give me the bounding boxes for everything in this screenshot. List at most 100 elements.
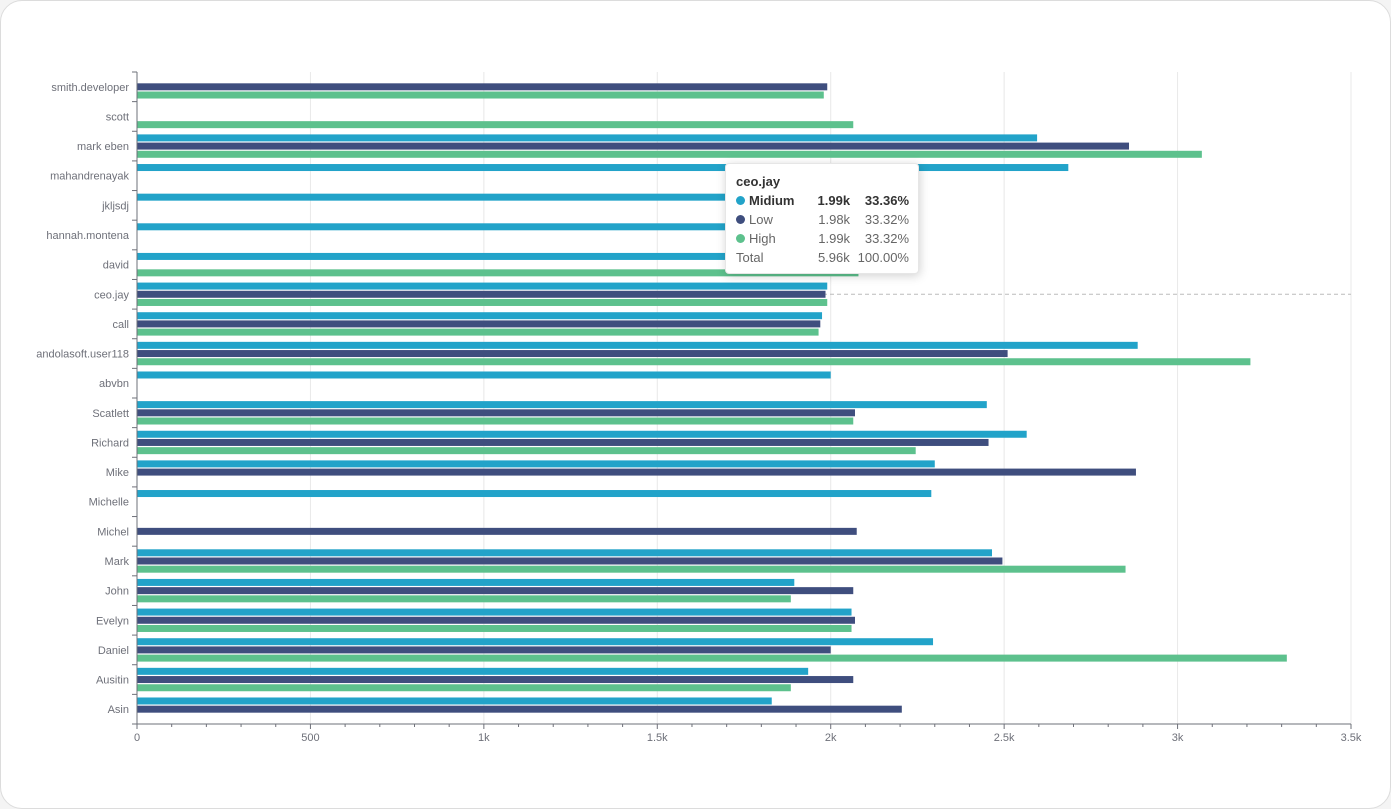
bar-midium [137, 460, 935, 468]
y-category-label: Michel [97, 526, 129, 538]
y-category-label: John [105, 586, 129, 598]
y-category-label: scott [106, 111, 129, 123]
bar-low [137, 142, 1130, 150]
bar-high [137, 654, 1287, 662]
bar-midium [137, 697, 772, 705]
bar-low [137, 646, 831, 654]
tooltip-row-high: High 1.99k 33.32% [736, 229, 909, 248]
bar-midium [137, 223, 828, 231]
y-category-label: Daniel [98, 645, 129, 657]
tooltip-total-percent: 100.00% [857, 250, 909, 265]
low-dot-icon [736, 215, 745, 224]
tooltip-series-name: High [749, 231, 776, 246]
tooltip-percent: 33.32% [864, 212, 910, 227]
bar-low [137, 705, 902, 713]
bar-low [137, 468, 1136, 476]
bar-high [137, 684, 791, 692]
bar-midium [137, 134, 1038, 142]
bar-high [137, 91, 824, 99]
bar-midium [137, 430, 1027, 438]
bar-high [137, 269, 859, 277]
bar-midium [137, 371, 831, 379]
bar-high [137, 595, 791, 603]
midium-dot-icon [736, 196, 745, 205]
bar-high [137, 417, 854, 425]
tooltip-percent: 33.32% [864, 231, 910, 246]
bar-low [137, 83, 828, 91]
bar-midium [137, 341, 1138, 349]
y-category-label: Mark [105, 556, 130, 568]
bar-high [137, 565, 1126, 573]
y-category-label: abvbn [99, 378, 129, 390]
bar-low [137, 290, 826, 298]
bar-midium [137, 401, 987, 409]
tooltip-series-name: Low [749, 212, 773, 227]
bar-midium [137, 252, 855, 260]
y-category-label: Evelyn [96, 615, 129, 627]
bar-midium [137, 638, 934, 646]
bar-low [137, 616, 855, 624]
bar-low [137, 438, 989, 446]
y-category-label: mark eben [77, 141, 129, 153]
bar-low [137, 350, 1008, 358]
tooltip-series-name: Midium [749, 193, 795, 208]
bar-high [137, 447, 916, 455]
tooltip-total-value: 5.96k [817, 250, 850, 265]
bar-low [137, 557, 1003, 565]
bar-midium [137, 549, 993, 557]
x-tick-label: 500 [301, 732, 319, 744]
bar-low [137, 409, 855, 417]
x-tick-label: 3.5k [1341, 732, 1362, 744]
bar-low [137, 527, 857, 535]
bar-high [137, 121, 854, 129]
x-tick-label: 0 [134, 732, 140, 744]
y-category-label: hannah.montena [46, 230, 129, 242]
high-dot-icon [736, 234, 745, 243]
bar-high [137, 328, 819, 336]
bar-high [137, 298, 828, 306]
y-category-label: Scatlett [92, 408, 129, 420]
y-category-label: smith.developer [51, 82, 129, 94]
y-category-label: david [103, 260, 129, 272]
x-tick-label: 1k [478, 732, 490, 744]
y-category-label: Ausitin [96, 675, 129, 687]
y-category-label: call [112, 319, 129, 331]
bar-midium [137, 164, 1069, 172]
tooltip-value: 1.98k [818, 212, 851, 227]
bar-midium [137, 608, 852, 616]
bar-high [137, 624, 852, 632]
y-category-label: jkljsdj [101, 200, 129, 212]
bar-midium [137, 490, 932, 498]
tooltip-title: ceo.jay [736, 174, 781, 189]
bar-midium [137, 282, 828, 290]
bar-low [137, 676, 854, 684]
tooltip-value: 1.99k [818, 231, 851, 246]
y-category-label: ceo.jay [94, 289, 129, 301]
x-tick-label: 3k [1172, 732, 1184, 744]
tooltip-row-midium: Midium 1.99k 33.36% [736, 191, 909, 210]
bar-high [137, 150, 1202, 158]
tooltip-total-label: Total [736, 250, 764, 265]
tooltip-percent: 33.36% [864, 193, 910, 208]
bar-midium [137, 193, 828, 201]
bar-low [137, 320, 821, 328]
tooltip-value: 1.99k [817, 193, 851, 208]
tooltip-row-total: Total 5.96k 100.00% [736, 248, 909, 267]
bar-midium [137, 578, 795, 586]
y-category-label: Richard [91, 437, 129, 449]
chart-tooltip: ceo.jay Midium 1.99k 33.36% Low 1.98k 33… [725, 163, 919, 274]
x-tick-label: 2.5k [994, 732, 1015, 744]
bar-midium [137, 312, 823, 320]
y-category-label: Asin [108, 704, 129, 716]
bar-high [137, 358, 1251, 366]
bar-midium [137, 667, 809, 675]
x-tick-label: 2k [825, 732, 837, 744]
x-tick-label: 1.5k [647, 732, 668, 744]
y-category-label: andolasoft.user118 [36, 349, 129, 361]
y-category-label: mahandrenayak [50, 171, 129, 183]
bar-low [137, 587, 854, 595]
tooltip-row-low: Low 1.98k 33.32% [736, 210, 909, 229]
y-category-label: Michelle [89, 497, 129, 509]
